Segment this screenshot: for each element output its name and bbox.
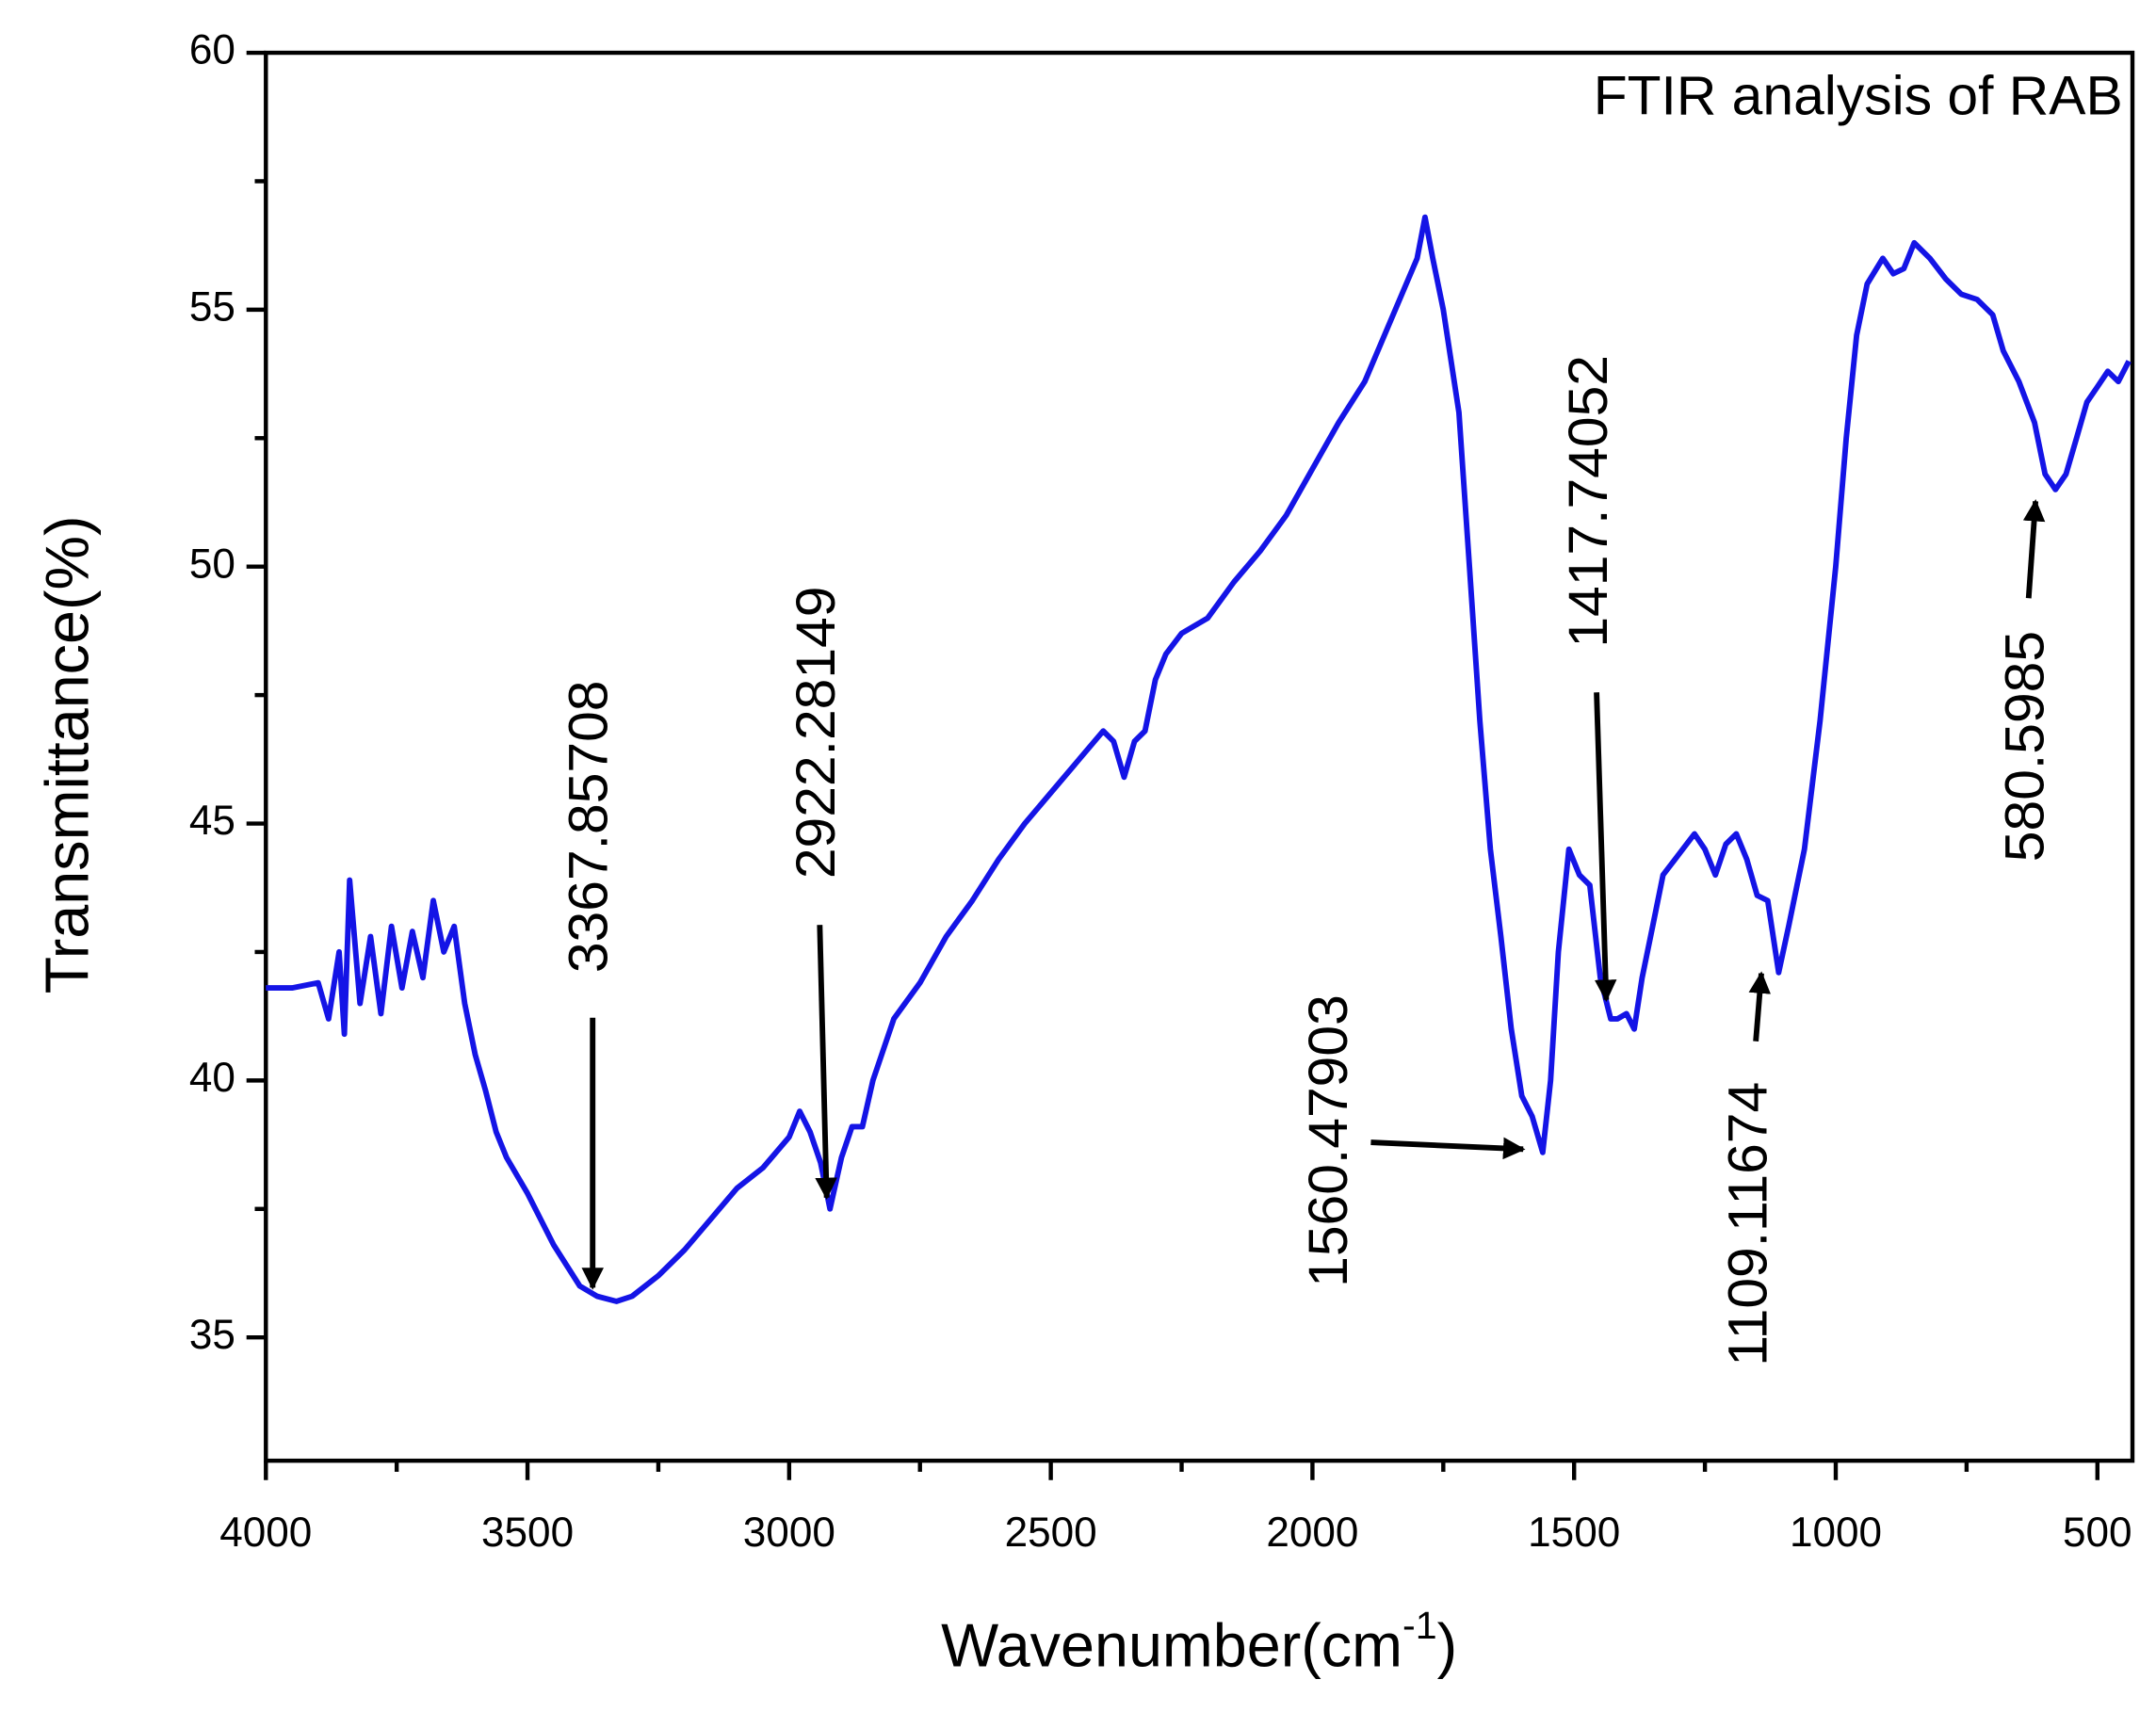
x-axis-label-sup: -1 xyxy=(1402,1604,1437,1647)
annotation-label: 580.5985 xyxy=(1994,631,2055,862)
annotation-label: 2922.28149 xyxy=(786,587,847,880)
chart-title: FTIR analysis of RAB xyxy=(1594,66,2123,127)
y-tick-label: 35 xyxy=(189,1312,235,1358)
annotation-arrow xyxy=(815,925,837,1201)
y-tick-label: 45 xyxy=(189,798,235,844)
annotation-label: 1109.11674 xyxy=(1717,1082,1778,1366)
x-axis-label-end: ) xyxy=(1437,1611,1458,1680)
annotation-arrow xyxy=(1370,1137,1526,1160)
x-axis-label-text: Wavenumber(cm xyxy=(941,1611,1402,1680)
x-tick-label: 3500 xyxy=(481,1510,574,1556)
annotation-arrow xyxy=(1594,692,1617,1002)
y-tick-label: 60 xyxy=(189,27,235,73)
y-axis-label: Transmittance(%) xyxy=(33,515,102,993)
annotation-arrow xyxy=(1748,971,1772,1042)
x-axis-label: Wavenumber(cm-1) xyxy=(941,1604,1457,1680)
y-tick-label: 50 xyxy=(189,541,235,587)
x-tick-label: 4000 xyxy=(219,1510,312,1556)
plot-frame xyxy=(264,50,2135,1463)
x-tick-label: 3000 xyxy=(743,1510,835,1556)
annotation-label: 1417.74052 xyxy=(1558,355,1619,648)
x-tick-label: 1500 xyxy=(1528,1510,1620,1556)
spectrum-line xyxy=(266,214,2132,1304)
annotation-label: 1560.47903 xyxy=(1298,994,1359,1287)
y-tick-label: 40 xyxy=(189,1055,235,1101)
x-tick-label: 2500 xyxy=(1005,1510,1097,1556)
y-tick-label: 55 xyxy=(189,284,235,331)
x-tick-label: 2000 xyxy=(1266,1510,1358,1556)
x-tick-label: 500 xyxy=(2063,1510,2132,1556)
annotation-arrow xyxy=(2022,499,2046,599)
annotation-label: 3367.85708 xyxy=(559,681,620,974)
x-tick-label: 1000 xyxy=(1790,1510,1882,1556)
